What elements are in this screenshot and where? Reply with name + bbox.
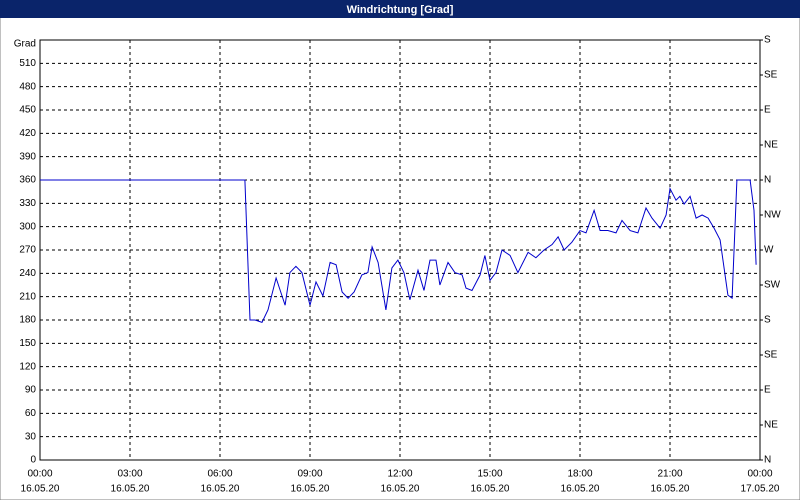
x-tick-label: 09:00 bbox=[297, 469, 322, 480]
x-tick-label: 00:00 bbox=[747, 469, 772, 480]
y-tick-label: 360 bbox=[19, 175, 36, 186]
x-tick-label: 06:00 bbox=[207, 469, 232, 480]
y2-tick-label: SE bbox=[764, 70, 778, 81]
y-tick-label: 420 bbox=[19, 128, 36, 139]
y-tick-label: 90 bbox=[25, 385, 37, 396]
y-tick-label: 210 bbox=[19, 291, 36, 302]
y-tick-label: 0 bbox=[30, 455, 36, 466]
data-line bbox=[40, 179, 757, 323]
title-bar bbox=[0, 0, 800, 18]
x-tick-date: 16.05.20 bbox=[21, 484, 60, 495]
y-tick-label: 510 bbox=[19, 58, 36, 69]
y2-tick-label: E bbox=[764, 105, 771, 116]
y2-tick-label: N bbox=[764, 175, 771, 186]
y2-tick-label: S bbox=[764, 315, 771, 326]
x-tick-date: 16.05.20 bbox=[381, 484, 420, 495]
x-tick-date: 16.05.20 bbox=[201, 484, 240, 495]
y-tick-label: 480 bbox=[19, 81, 36, 92]
y-tick-label: 390 bbox=[19, 151, 36, 162]
y-tick-label: 60 bbox=[25, 408, 37, 419]
y-tick-label: 450 bbox=[19, 105, 36, 116]
x-tick-date: 16.05.20 bbox=[291, 484, 330, 495]
y2-tick-label: NE bbox=[764, 420, 778, 431]
x-tick-label: 00:00 bbox=[27, 469, 52, 480]
y-tick-label: 120 bbox=[19, 361, 36, 372]
y-tick-label: 270 bbox=[19, 245, 36, 256]
y-tick-label: 330 bbox=[19, 198, 36, 209]
x-tick-date: 16.05.20 bbox=[111, 484, 150, 495]
y2-tick-label: N bbox=[764, 455, 771, 466]
y2-tick-label: NE bbox=[764, 140, 778, 151]
y2-tick-label: S bbox=[764, 35, 771, 46]
y2-tick-label: SW bbox=[764, 280, 781, 291]
y-tick-label: 300 bbox=[19, 221, 36, 232]
y-tick-label: 150 bbox=[19, 338, 36, 349]
x-tick-label: 03:00 bbox=[117, 469, 142, 480]
x-tick-date: 17.05.20 bbox=[741, 484, 780, 495]
x-tick-date: 16.05.20 bbox=[651, 484, 690, 495]
y2-tick-label: W bbox=[764, 245, 774, 256]
y-axis-label: Grad bbox=[14, 39, 36, 50]
x-tick-label: 15:00 bbox=[477, 469, 502, 480]
chart-title: Windrichtung [Grad] bbox=[347, 4, 454, 16]
x-tick-date: 16.05.20 bbox=[471, 484, 510, 495]
y2-tick-label: E bbox=[764, 385, 771, 396]
x-tick-label: 18:00 bbox=[567, 469, 592, 480]
plot-border bbox=[39, 39, 761, 461]
x-tick-date: 16.05.20 bbox=[561, 484, 600, 495]
y-tick-label: 240 bbox=[19, 268, 36, 279]
y2-tick-label: SE bbox=[764, 350, 778, 361]
x-tick-label: 12:00 bbox=[387, 469, 412, 480]
y-tick-label: 30 bbox=[25, 431, 37, 442]
y-tick-label: 180 bbox=[19, 315, 36, 326]
y2-tick-label: NW bbox=[764, 210, 781, 221]
x-tick-label: 21:00 bbox=[657, 469, 682, 480]
